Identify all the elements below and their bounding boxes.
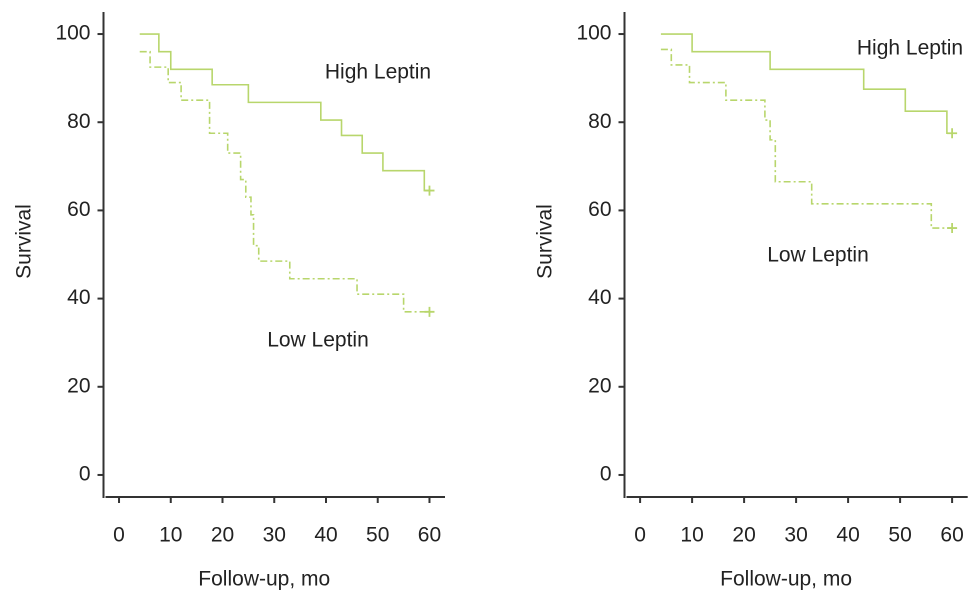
y-tick-label: 0 — [600, 463, 612, 486]
y-tick-label: 60 — [588, 198, 611, 221]
y-tick-label: 40 — [67, 286, 90, 309]
x-tick-label: 30 — [263, 524, 286, 547]
y-tick-label: 80 — [588, 110, 611, 133]
survival-curve — [139, 33, 430, 192]
censor-mark — [424, 306, 435, 317]
x-tick-label: 50 — [366, 524, 389, 547]
x-axis-label: Follow-up, mo — [720, 568, 852, 591]
y-tick-label: 60 — [67, 198, 90, 221]
y-tick-label: 20 — [588, 374, 611, 397]
x-tick-label: 10 — [680, 524, 703, 547]
x-tick-label: 60 — [418, 524, 441, 547]
y-tick-label: 100 — [576, 22, 611, 45]
x-tick-label: 0 — [113, 524, 125, 547]
curve-label: Low Leptin — [267, 329, 369, 352]
censor-mark — [947, 223, 958, 234]
curve-label: High Leptin — [325, 61, 431, 84]
x-tick-label: 20 — [732, 524, 755, 547]
y-tick-label: 0 — [79, 463, 91, 486]
y-axis-label: Survival — [534, 204, 557, 279]
x-tick-label: 0 — [634, 524, 646, 547]
survival-curve — [660, 33, 953, 135]
y-tick-label: 80 — [67, 110, 90, 133]
x-axis-label: Follow-up, mo — [198, 568, 330, 591]
x-tick-label: 50 — [888, 524, 911, 547]
x-tick-label: 10 — [159, 524, 182, 547]
x-tick-label: 60 — [940, 524, 963, 547]
x-tick-label: 20 — [211, 524, 234, 547]
x-tick-label: 30 — [784, 524, 807, 547]
survival-curve — [660, 48, 953, 229]
y-axis-label: Survival — [13, 204, 36, 279]
survival-curve — [139, 50, 430, 313]
y-tick-label: 20 — [67, 374, 90, 397]
y-tick-label: 100 — [55, 22, 90, 45]
x-tick-label: 40 — [314, 524, 337, 547]
curve-label: High Leptin — [857, 37, 963, 60]
censor-mark — [424, 185, 435, 196]
y-tick-label: 40 — [588, 286, 611, 309]
curve-label: Low Leptin — [767, 244, 869, 267]
censor-mark — [947, 128, 958, 139]
x-tick-label: 40 — [836, 524, 859, 547]
